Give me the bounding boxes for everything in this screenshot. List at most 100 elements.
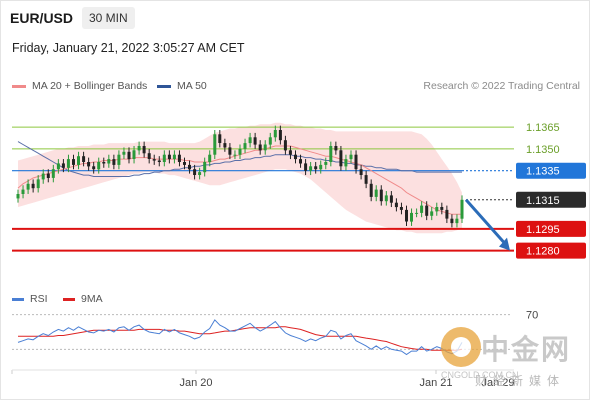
candle-body bbox=[299, 159, 302, 164]
rsi-swatch bbox=[12, 297, 24, 301]
candle-body bbox=[334, 146, 338, 151]
x-tick-label: Jan 20 bbox=[179, 377, 212, 389]
candle-body bbox=[157, 160, 161, 162]
candle-body bbox=[374, 189, 378, 197]
candle-body bbox=[430, 211, 434, 216]
candle-body bbox=[172, 154, 176, 160]
candle-body bbox=[183, 162, 186, 165]
candle-body bbox=[61, 163, 65, 168]
candle-body bbox=[354, 154, 358, 170]
price-label-1.1335: 1.1335 bbox=[526, 166, 560, 178]
candle-body bbox=[359, 169, 363, 175]
ma50-swatch bbox=[157, 84, 171, 88]
legend-rsi: RSI bbox=[12, 293, 48, 305]
candle-body bbox=[127, 151, 131, 160]
candle-body bbox=[425, 205, 429, 216]
candle-body bbox=[31, 183, 35, 189]
candle-body bbox=[46, 173, 50, 178]
legend-label-9ma: 9MA bbox=[81, 293, 103, 305]
price-label-1.1365: 1.1365 bbox=[526, 122, 560, 134]
candle-body bbox=[405, 209, 408, 222]
candle-body bbox=[142, 146, 146, 154]
candle-body bbox=[294, 154, 297, 160]
candle-body bbox=[77, 156, 80, 165]
candle-body bbox=[203, 162, 207, 173]
candle-body bbox=[273, 130, 277, 138]
candle-body bbox=[253, 137, 257, 145]
legend-label-ma20: MA 20 + Bollinger Bands bbox=[32, 80, 148, 92]
candle-body bbox=[41, 173, 45, 180]
x-tick-label: Jan 21 bbox=[419, 377, 452, 389]
candle-body bbox=[122, 151, 126, 155]
candle-body bbox=[364, 175, 368, 184]
candle-body bbox=[263, 144, 267, 151]
candle-body bbox=[107, 159, 111, 164]
candle-body bbox=[132, 150, 136, 159]
candle-body bbox=[415, 212, 419, 214]
candle-body bbox=[460, 199, 464, 219]
candle-body bbox=[329, 146, 333, 162]
candle-body bbox=[319, 164, 323, 170]
legend-label-rsi: RSI bbox=[30, 293, 48, 305]
candle-body bbox=[213, 134, 217, 155]
candle-body bbox=[117, 154, 121, 165]
symbol-label: EUR/USD bbox=[10, 10, 74, 26]
candle-body bbox=[445, 209, 449, 219]
candle-body bbox=[349, 154, 353, 160]
candle-body bbox=[26, 183, 30, 190]
candle-body bbox=[339, 150, 343, 167]
candle-body bbox=[21, 189, 25, 194]
candle-body bbox=[435, 207, 439, 212]
candle-body bbox=[152, 159, 156, 161]
candle-body bbox=[223, 143, 227, 148]
candle-body bbox=[87, 162, 91, 167]
ma20-swatch bbox=[12, 84, 26, 88]
candle-body bbox=[162, 154, 166, 162]
candle-body bbox=[384, 195, 388, 202]
candle-body bbox=[304, 163, 308, 171]
price-label-box-1.1295 bbox=[516, 220, 586, 237]
candle-body bbox=[36, 179, 40, 189]
candle-body bbox=[258, 144, 262, 151]
candle-body bbox=[208, 154, 212, 162]
candle-body bbox=[369, 183, 373, 197]
candle-body bbox=[440, 207, 444, 210]
forecast-arrow-head bbox=[499, 237, 510, 251]
candle-body bbox=[238, 148, 242, 155]
rsi-level-label-70: 70 bbox=[526, 310, 538, 322]
candle-body bbox=[389, 195, 393, 203]
candle-body bbox=[344, 159, 348, 167]
candle-body bbox=[455, 218, 459, 224]
candle-body bbox=[102, 162, 106, 164]
candle-body bbox=[228, 147, 232, 155]
candle-body bbox=[56, 163, 60, 170]
candle-body bbox=[288, 150, 292, 155]
price-label-box-1.1335 bbox=[516, 162, 586, 179]
candle-body bbox=[314, 166, 318, 170]
price-label-box-1.1315 bbox=[516, 191, 586, 208]
candle-body bbox=[399, 207, 403, 210]
forecast-arrow-line bbox=[464, 198, 507, 245]
candle-body bbox=[188, 164, 191, 170]
copyright-text: Research © 2022 Trading Central bbox=[423, 80, 580, 92]
candle-body bbox=[379, 189, 383, 202]
price-label-1.1315: 1.1315 bbox=[526, 195, 560, 207]
rsi-line bbox=[17, 319, 463, 356]
candle-body bbox=[243, 143, 247, 149]
candle-body bbox=[177, 154, 181, 162]
candle-body bbox=[283, 140, 287, 151]
candle-body bbox=[394, 202, 398, 208]
candle-body bbox=[198, 172, 202, 175]
x-tick-label-extra: Jan 29 bbox=[481, 377, 514, 389]
candle-body bbox=[82, 156, 86, 162]
candle-body bbox=[410, 212, 413, 222]
candle-body bbox=[66, 159, 70, 168]
candle-body bbox=[218, 134, 222, 143]
candle-body bbox=[97, 162, 101, 170]
candle-body bbox=[248, 137, 252, 144]
candle-body bbox=[278, 130, 282, 141]
candle-body bbox=[16, 194, 20, 199]
timeframe-badge[interactable]: 30 MIN bbox=[82, 7, 135, 29]
ma9-swatch bbox=[63, 297, 75, 301]
price-label-1.1295: 1.1295 bbox=[526, 224, 560, 236]
